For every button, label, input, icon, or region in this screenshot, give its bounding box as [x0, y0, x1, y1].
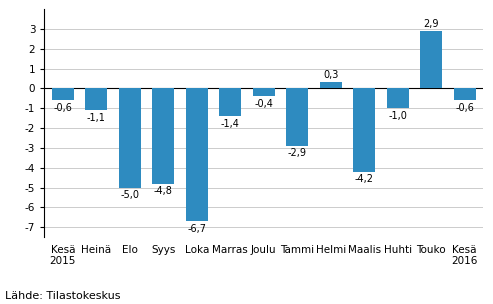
Bar	[152, 88, 174, 184]
Text: -0,4: -0,4	[254, 99, 273, 109]
Text: -4,2: -4,2	[355, 174, 374, 184]
Text: -1,4: -1,4	[221, 119, 240, 129]
Text: -5,0: -5,0	[120, 190, 140, 200]
Text: -0,6: -0,6	[455, 103, 474, 113]
Bar	[85, 88, 107, 110]
Text: Lähde: Tilastokeskus: Lähde: Tilastokeskus	[5, 291, 120, 301]
Text: -1,1: -1,1	[87, 112, 106, 123]
Text: -6,7: -6,7	[187, 224, 206, 234]
Bar	[119, 88, 141, 188]
Bar	[387, 88, 409, 108]
Text: -4,8: -4,8	[154, 186, 173, 196]
Text: 2,9: 2,9	[423, 19, 439, 29]
Bar	[421, 31, 442, 88]
Text: 0,3: 0,3	[323, 70, 338, 80]
Bar	[253, 88, 275, 96]
Text: -0,6: -0,6	[53, 103, 72, 113]
Bar	[286, 88, 308, 146]
Text: -2,9: -2,9	[288, 148, 307, 158]
Text: -1,0: -1,0	[388, 111, 407, 121]
Bar	[52, 88, 73, 100]
Bar	[219, 88, 241, 116]
Bar	[186, 88, 208, 221]
Bar	[454, 88, 476, 100]
Bar	[353, 88, 375, 172]
Bar	[320, 82, 342, 88]
